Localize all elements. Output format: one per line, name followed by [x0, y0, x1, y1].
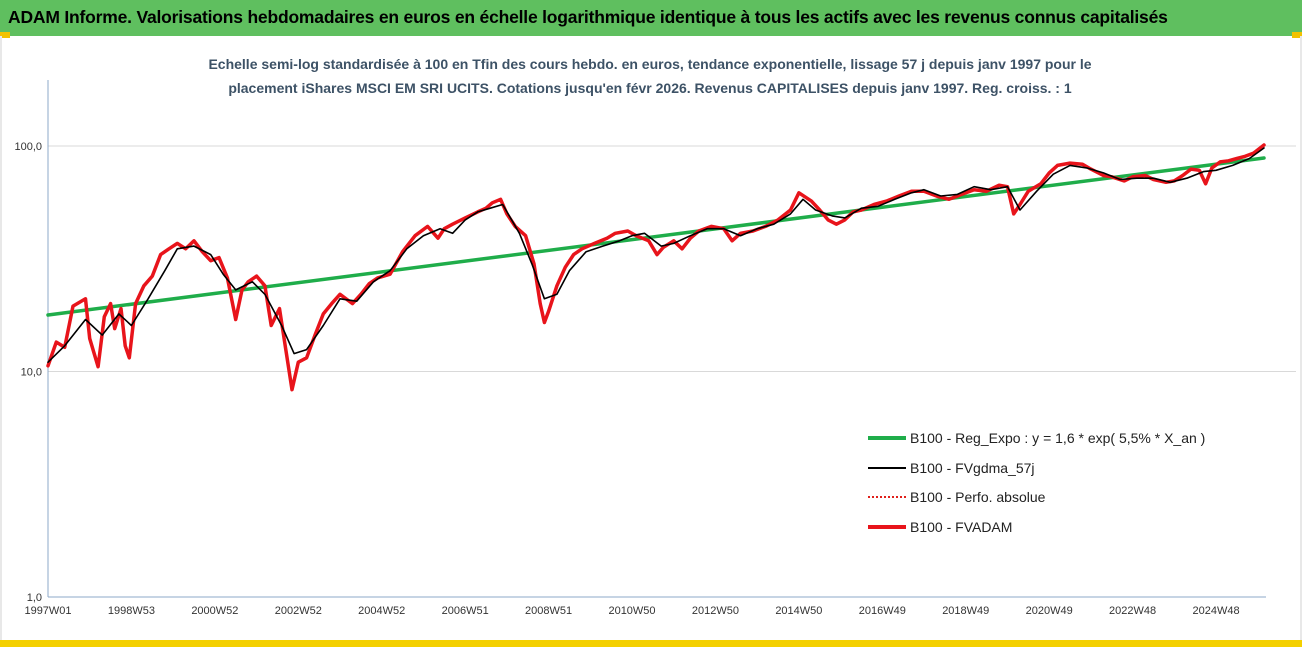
legend-label-fvgdma: B100 - FVgdma_57j	[910, 460, 1035, 476]
x-tick-label: 2018W49	[942, 605, 989, 617]
legend-label-perfo: B100 - Perfo. absolue	[910, 489, 1046, 505]
chart-subtitle-line2: placement iShares MSCI EM SRI UCITS. Cot…	[228, 80, 1072, 96]
legend-swatch-fvgdma	[868, 467, 906, 469]
y-tick-label: 10,0	[21, 367, 42, 379]
x-tick-label: 2012W50	[692, 605, 739, 617]
x-tick-label: 2020W49	[1026, 605, 1073, 617]
x-tick-label: 1998W53	[108, 605, 155, 617]
legend-swatch-regression	[868, 436, 906, 440]
x-tick-label: 1997W01	[24, 605, 71, 617]
legend-item-fvadam: B100 - FVADAM	[868, 517, 1012, 537]
x-tick-label: 2010W50	[608, 605, 655, 617]
corner-marker-right	[1292, 32, 1302, 38]
x-tick-label: 2002W52	[275, 605, 322, 617]
legend-label-fvadam: B100 - FVADAM	[910, 519, 1013, 535]
x-tick-label: 2014W50	[775, 605, 822, 617]
y-tick-label: 100,0	[14, 141, 42, 153]
chart-frame	[0, 36, 1302, 647]
legend-swatch-perfo	[868, 496, 906, 498]
legend-swatch-fvadam	[868, 525, 906, 529]
x-tick-label: 2024W48	[1192, 605, 1239, 617]
corner-marker-left	[0, 32, 10, 38]
legend-item-perfo: B100 - Perfo. absolue	[868, 487, 1045, 507]
chart-subtitle-line1: Echelle semi-log standardisée à 100 en T…	[208, 56, 1092, 72]
legend-label-regression: B100 - Reg_Expo : y = 1,6 * exp( 5,5% * …	[910, 430, 1206, 446]
series-line-0	[46, 156, 1266, 317]
report-title: ADAM Informe. Valorisations hebdomadaire…	[8, 7, 1168, 27]
series-line-1	[47, 147, 1265, 364]
y-tick-label: 1,0	[27, 592, 42, 604]
x-tick-label: 2016W49	[859, 605, 906, 617]
bottom-bar	[0, 640, 1302, 647]
title-banner: ADAM Informe. Valorisations hebdomadaire…	[0, 0, 1302, 36]
x-tick-label: 2000W52	[191, 605, 238, 617]
x-tick-label: 2004W52	[358, 605, 405, 617]
legend-item-regression: B100 - Reg_Expo : y = 1,6 * exp( 5,5% * …	[868, 428, 1205, 448]
x-tick-label: 2006W51	[442, 605, 489, 617]
x-tick-label: 2008W51	[525, 605, 572, 617]
x-tick-label: 2022W48	[1109, 605, 1156, 617]
legend-item-fvgdma: B100 - FVgdma_57j	[868, 458, 1035, 478]
